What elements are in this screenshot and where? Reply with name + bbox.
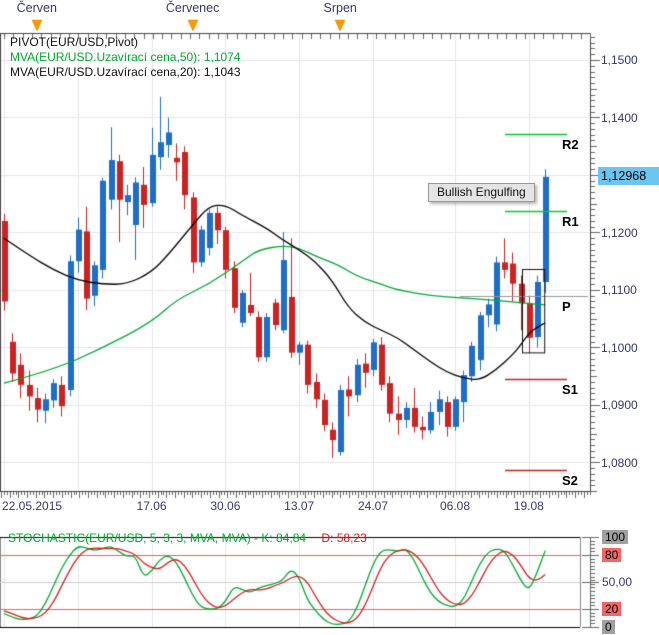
indicator-legend: PIVOT(EUR/USD,Pivot) MVA(EUR/USD.Uzavíra… bbox=[10, 35, 241, 80]
stochastic-axis-label: 100 bbox=[602, 530, 629, 544]
pivot-label-s2: S2 bbox=[562, 472, 578, 488]
price-chart-canvas[interactable] bbox=[0, 32, 659, 502]
date-axis-label: 19.08 bbox=[513, 499, 544, 513]
price-axis-label: 1,1500 bbox=[601, 53, 638, 67]
pattern-tooltip: Bullish Engulfing bbox=[428, 183, 535, 202]
price-axis-label: 1,1200 bbox=[601, 225, 638, 240]
price-axis-label: 1,1000 bbox=[601, 340, 638, 355]
pivot-label-p: P bbox=[562, 298, 571, 314]
stochastic-axis-label: 20 bbox=[602, 602, 622, 616]
month-marker-arrow-icon bbox=[31, 20, 42, 31]
month-label: Srpen bbox=[323, 1, 357, 15]
legend-mva20: MVA(EUR/USD.Uzavírací cena,20): 1,1043 bbox=[10, 65, 241, 79]
price-axis-label: 1,1100 bbox=[601, 283, 637, 297]
date-axis-label: 24.07 bbox=[357, 499, 389, 513]
month-marker-arrow-icon bbox=[187, 20, 198, 31]
legend-pivot: PIVOT(EUR/USD,Pivot) bbox=[10, 35, 139, 49]
date-axis-label: 13.07 bbox=[284, 499, 315, 513]
current-price-tag: 1,12968 bbox=[598, 167, 659, 185]
price-axis-label: 1,0800 bbox=[601, 455, 638, 470]
date-axis-label: 22.05.2015 bbox=[2, 499, 63, 513]
pivot-label-r1: R1 bbox=[562, 214, 579, 230]
date-axis-label: 17.06 bbox=[136, 499, 167, 513]
stochastic-legend: STOCHASTIC(EUR/USD, 5, 3, 3, MVA, MVA) -… bbox=[8, 531, 367, 545]
month-marker-arrow-icon bbox=[335, 20, 346, 31]
stochastic-axis-label: 0 bbox=[602, 620, 615, 634]
stochastic-legend-d: D: 58,23 bbox=[321, 531, 367, 545]
month-label: Červenec bbox=[165, 1, 220, 15]
date-axis-label: 06.08 bbox=[439, 499, 471, 513]
pivot-label-s1: S1 bbox=[562, 382, 578, 398]
stochastic-legend-k: STOCHASTIC(EUR/USD, 5, 3, 3, MVA, MVA) -… bbox=[8, 531, 307, 545]
price-axis-label: 1,0900 bbox=[601, 398, 638, 412]
pivot-label-r2: R2 bbox=[562, 137, 579, 153]
stochastic-chart-canvas[interactable] bbox=[0, 530, 659, 635]
month-label: Červen bbox=[16, 1, 57, 15]
stochastic-axis-label: 80 bbox=[602, 548, 622, 562]
stochastic-axis-label: 50,00 bbox=[602, 575, 633, 589]
price-axis-label: 1,1400 bbox=[601, 110, 638, 125]
date-axis-label: 30.06 bbox=[210, 499, 241, 513]
legend-mva50: MVA(EUR/USD.Uzavírací cena,50): 1,1074 bbox=[10, 50, 241, 64]
